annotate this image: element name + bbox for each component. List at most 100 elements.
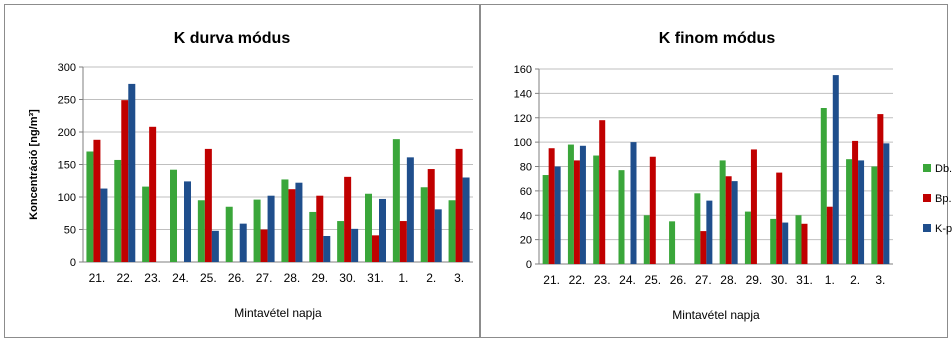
bar	[281, 179, 289, 262]
bar	[260, 229, 268, 262]
x-tick-label: 30.	[771, 273, 788, 287]
bar	[379, 198, 386, 262]
bar	[142, 186, 150, 262]
bar	[593, 155, 600, 264]
bar	[776, 172, 783, 264]
bar	[434, 209, 442, 262]
x-tick-label: 3.	[875, 273, 885, 287]
x-tick-label: 26.	[670, 273, 687, 287]
bar	[782, 222, 789, 264]
bar	[832, 75, 839, 264]
bar	[100, 188, 108, 262]
bar	[579, 145, 586, 264]
bar	[599, 120, 606, 264]
bar	[548, 148, 555, 264]
bar	[750, 149, 757, 264]
bar	[253, 199, 261, 262]
x-tick-label: 31.	[367, 271, 384, 285]
legend-swatch	[923, 224, 931, 232]
y-tick-label: 20	[520, 235, 532, 247]
bar	[871, 166, 878, 264]
bar	[542, 175, 549, 264]
x-axis-title: Mintavétel napja	[234, 306, 322, 320]
bar	[309, 211, 317, 262]
y-tick-label: 60	[520, 186, 532, 198]
bar	[846, 159, 853, 264]
x-tick-label: 28.	[284, 271, 301, 285]
bar	[883, 143, 890, 264]
bar	[554, 166, 561, 264]
y-tick-label: 160	[514, 64, 532, 76]
y-tick-label: 40	[520, 210, 532, 222]
bar	[694, 193, 701, 264]
chart-panel-coarse: K durva módus 0 50 100 150 200 250 300 21. 22. 23.…	[4, 4, 480, 338]
bar	[725, 176, 732, 264]
legend-swatch	[923, 164, 931, 172]
bar	[858, 160, 865, 264]
bar	[93, 139, 101, 262]
y-tick-label: 120	[514, 113, 532, 125]
chart-coarse-mode: K durva módus 0 50 100 150 200 250 300 21. 22. 23.…	[28, 30, 473, 320]
y-axis-title: Koncentráció [ng/m³]	[28, 109, 40, 220]
x-tick-label: 2.	[426, 271, 436, 285]
chart-title: K finom módus	[659, 30, 776, 47]
x-tick-label: 27.	[695, 273, 712, 287]
bar	[288, 189, 296, 262]
y-tick-label: 0	[526, 259, 532, 271]
bar	[731, 181, 738, 264]
bar	[448, 200, 456, 262]
x-tick-label: 21.	[543, 273, 560, 287]
bar	[420, 187, 428, 262]
x-tick-label: 24.	[172, 271, 189, 285]
x-tick-label: 25.	[644, 273, 661, 287]
chart-panel-fine: K finom módus 0 20 40 60 80 100 120 140 160 21. 22.…	[480, 4, 952, 338]
bar	[225, 206, 233, 262]
bar	[462, 177, 470, 262]
bar	[567, 144, 574, 264]
x-tick-label: 29.	[311, 271, 328, 285]
x-tick-label: 28.	[720, 273, 737, 287]
bar	[630, 142, 637, 264]
bar	[316, 195, 324, 262]
bar	[399, 221, 407, 262]
bar	[295, 182, 303, 262]
x-tick-label: 30.	[339, 271, 356, 285]
y-tick-label: 0	[70, 257, 76, 269]
x-tick-label: 1.	[398, 271, 408, 285]
x-tick-label: 22.	[116, 271, 133, 285]
bar	[770, 218, 777, 264]
bar	[852, 140, 859, 264]
bar	[455, 148, 463, 262]
bar	[344, 176, 352, 262]
legend-label: Db.	[935, 163, 952, 175]
x-tick-label: 1.	[825, 273, 835, 287]
y-tick-label: 80	[520, 162, 532, 174]
bar	[184, 181, 191, 262]
bar	[114, 159, 122, 262]
chart-fine-mode: K finom módus 0 20 40 60 80 100 120 140 160 21. 22.…	[514, 30, 952, 322]
x-tick-label: 2.	[850, 273, 860, 287]
x-tick-label: 25.	[200, 271, 217, 285]
y-tick-label: 50	[64, 225, 76, 237]
bar	[427, 169, 435, 262]
x-tick-label: 27.	[256, 271, 273, 285]
bar	[820, 108, 827, 264]
bar	[719, 160, 726, 264]
bar	[239, 223, 247, 262]
x-tick-label: 23.	[144, 271, 161, 285]
bar	[573, 160, 580, 264]
bar	[121, 100, 129, 263]
y-tick-label: 100	[58, 192, 76, 204]
legend-label: K-p.	[935, 223, 952, 235]
bar	[211, 230, 219, 262]
bar	[826, 206, 833, 264]
y-tick-label: 200	[58, 127, 76, 139]
x-tick-label: 23.	[594, 273, 611, 287]
bar	[351, 228, 359, 262]
bar	[700, 231, 707, 264]
legend-swatch	[923, 194, 931, 202]
x-tick-label: 31.	[796, 273, 813, 287]
bar	[643, 215, 650, 264]
y-tick-label: 140	[514, 88, 532, 100]
bar	[128, 83, 136, 263]
